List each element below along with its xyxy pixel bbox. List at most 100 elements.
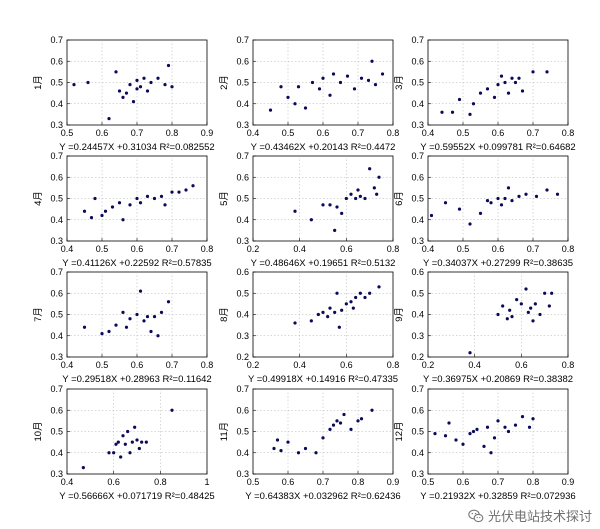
x-tick-label: 0.7 xyxy=(317,477,330,487)
y-tick-label: 0.4 xyxy=(236,310,249,320)
data-point xyxy=(468,222,472,226)
data-point xyxy=(321,76,325,80)
data-point xyxy=(496,196,500,201)
data-point xyxy=(531,319,535,323)
x-tick-label: 0.6 xyxy=(340,244,353,254)
data-point xyxy=(126,429,130,434)
data-point xyxy=(331,423,336,427)
data-point xyxy=(370,408,374,412)
y-tick-label: 0.6 xyxy=(50,172,63,182)
data-point xyxy=(489,451,493,455)
regression-equation: Y =0.41126X +0.22592 R²=0.57835 xyxy=(62,258,211,269)
x-tick-label: 0.6 xyxy=(317,128,330,138)
data-point xyxy=(93,196,97,201)
data-point xyxy=(303,106,308,110)
y-tick-label: 0.7 xyxy=(411,151,424,161)
data-point xyxy=(328,306,332,310)
data-point xyxy=(356,419,360,423)
data-point xyxy=(321,203,325,207)
data-point xyxy=(520,415,525,419)
data-point xyxy=(359,76,364,80)
x-tick-label: 0.4 xyxy=(247,128,260,138)
x-tick-label: 0.7 xyxy=(166,244,179,254)
x-tick-label: 0.5 xyxy=(457,244,470,254)
data-point xyxy=(517,194,521,198)
data-point xyxy=(538,312,542,317)
data-point xyxy=(317,87,322,91)
data-point xyxy=(72,83,76,87)
data-point xyxy=(485,199,490,203)
x-tick-label: 0.7 xyxy=(352,128,365,138)
data-point xyxy=(468,432,472,436)
x-tick-label: 0.4 xyxy=(422,244,435,254)
data-point xyxy=(145,89,150,93)
regression-equation: Y =0.21932X +0.32859 R²=0.072936 xyxy=(420,491,575,502)
y-axis-label: 11月 xyxy=(219,422,230,441)
data-point xyxy=(110,205,115,209)
x-tick-label: 0.5 xyxy=(96,360,109,370)
y-tick-label: 0.4 xyxy=(411,215,424,225)
x-tick-label: 0.8 xyxy=(166,128,179,138)
y-tick-label: 0.7 xyxy=(50,151,63,161)
watermark-text: 光伏电站技术探讨 xyxy=(487,510,592,525)
data-point xyxy=(471,429,476,434)
data-point xyxy=(81,466,85,470)
data-point xyxy=(286,95,290,99)
y-tick-label: 0.4 xyxy=(50,99,63,109)
x-tick-label: 0.8 xyxy=(154,477,167,487)
data-point xyxy=(293,209,297,213)
y-tick-label: 0.5 xyxy=(236,78,249,88)
data-point xyxy=(513,423,518,427)
x-tick-label: 0.4 xyxy=(468,360,481,370)
x-tick-label: 0.2 xyxy=(247,360,260,370)
y-tick-label: 0.5 xyxy=(411,78,424,88)
data-point xyxy=(163,203,167,207)
data-point xyxy=(510,315,514,319)
data-point xyxy=(492,436,497,440)
y-tick-label: 0.6 xyxy=(50,288,63,298)
data-point xyxy=(510,199,514,203)
data-point xyxy=(124,91,129,95)
x-tick-label: 0.2 xyxy=(247,244,260,254)
data-point xyxy=(543,291,547,295)
data-point xyxy=(443,434,448,438)
y-axis-label: 9月 xyxy=(394,307,405,322)
data-point xyxy=(163,83,167,87)
data-point xyxy=(170,408,174,412)
data-point xyxy=(499,74,504,78)
data-point xyxy=(354,295,358,300)
data-point xyxy=(352,87,357,91)
data-point xyxy=(533,302,537,306)
x-tick-label: 0.8 xyxy=(201,244,214,254)
regression-equation: Y =0.64383X +0.032962 R²=0.62436 xyxy=(245,491,400,502)
data-point xyxy=(121,95,125,99)
y-tick-label: 0.4 xyxy=(411,448,424,458)
data-point xyxy=(450,110,455,114)
scatter-panel: 0.2 0.4 0.6 0.8 0.2 0.3 0.4 0.5 0.6 9月 Y =0.36975X… xyxy=(394,267,574,385)
y-axis-label: 8月 xyxy=(219,307,230,322)
x-tick-label: 0.7 xyxy=(527,128,540,138)
data-point xyxy=(296,85,301,89)
data-point xyxy=(296,451,301,455)
data-point xyxy=(326,315,330,319)
data-point xyxy=(100,213,104,218)
x-tick-label: 0.6 xyxy=(457,477,470,487)
data-point xyxy=(328,93,332,97)
regression-equation: Y =0.48646X +0.19651 R²=0.5132 xyxy=(251,258,396,269)
data-point xyxy=(373,83,378,87)
data-point xyxy=(545,188,549,192)
data-point xyxy=(135,438,139,442)
x-tick-label: 0.4 xyxy=(61,477,74,487)
y-tick-label: 0.3 xyxy=(411,331,424,341)
data-point xyxy=(368,167,372,171)
data-point xyxy=(142,76,146,80)
data-point xyxy=(335,291,339,295)
x-tick-label: 0.5 xyxy=(457,128,470,138)
y-axis-label: 2月 xyxy=(219,75,230,90)
data-point xyxy=(128,83,132,87)
data-point xyxy=(89,216,94,220)
data-point xyxy=(513,80,518,85)
data-point xyxy=(471,102,476,106)
